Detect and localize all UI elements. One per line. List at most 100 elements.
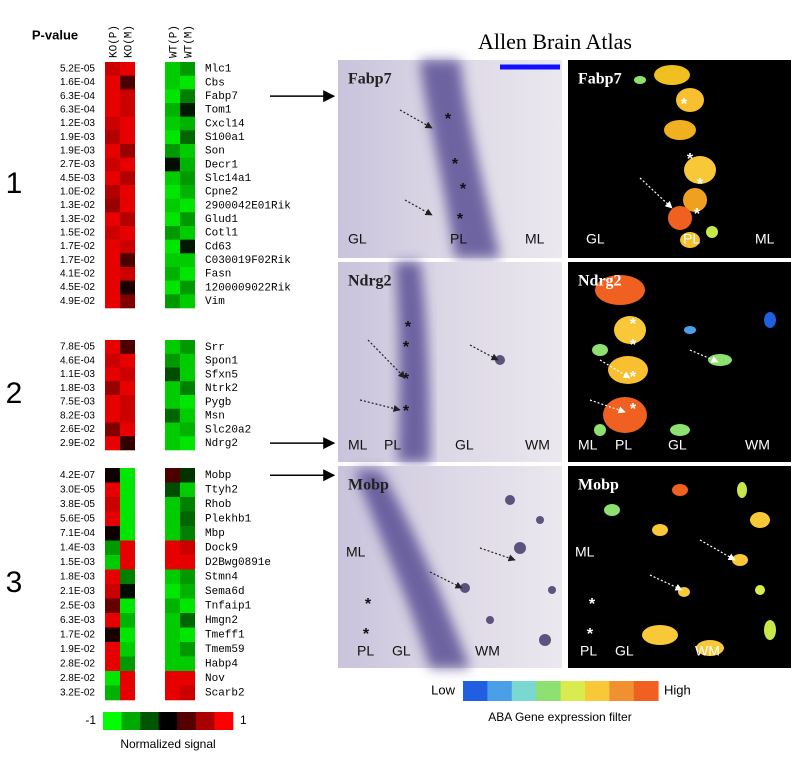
heatmap-cell: [120, 130, 135, 145]
expression-blob: [614, 316, 646, 344]
heatmap-cell: [105, 157, 120, 172]
heatmap-cell: [105, 555, 120, 570]
heatmap-cell: [165, 294, 180, 309]
expression-blob: [732, 554, 748, 566]
expression-blob: [683, 188, 707, 212]
layer-label: ML: [578, 437, 598, 453]
expression-blob: [608, 356, 648, 384]
p-value: 1.5E-03: [60, 557, 95, 568]
heatmap-cell: [120, 116, 135, 131]
stain-dot: [548, 586, 556, 594]
heatmap-cell: [165, 116, 180, 131]
heatmap-cell: [105, 468, 120, 483]
expression-blob: [642, 625, 678, 645]
filter-image: [568, 466, 791, 668]
ish-gene: Ndrg2: [348, 273, 392, 290]
p-value: 7.8E-05: [60, 342, 95, 353]
gene-name: Pygb: [205, 397, 231, 409]
expression-blob: [603, 397, 647, 433]
gene-name: Mobp: [205, 470, 231, 482]
gene-name: Dock9: [205, 543, 238, 555]
gene-name: Sema6d: [205, 586, 245, 598]
heatmap-cell: [105, 294, 120, 309]
heatmap-cell: [120, 171, 135, 186]
heatmap-cell: [180, 422, 195, 437]
gene-name: Msn: [205, 411, 225, 423]
filter-swatch: [487, 681, 513, 701]
gene-name: Nov: [205, 673, 225, 685]
stain-band: [420, 60, 500, 258]
heatmap-cell: [105, 656, 120, 672]
gene-name: Mlc1: [205, 64, 232, 76]
heatmap-cell: [120, 381, 135, 396]
dashed-arrow: [359, 399, 401, 412]
layer-label: WM: [695, 643, 720, 659]
gene-name: Sfxn5: [205, 369, 238, 381]
gene-name: Glud1: [205, 214, 238, 226]
heatmap-cell: [165, 367, 180, 382]
heatmap-cell: [165, 239, 180, 254]
heatmap-cell: [120, 408, 135, 423]
gene-name: Cpne2: [205, 187, 238, 199]
gene-name: S100a1: [205, 132, 245, 144]
expression-blob: [684, 156, 716, 184]
heatmap-cell: [165, 555, 180, 570]
heatmap-cell: [105, 422, 120, 437]
asterisk: *: [587, 626, 594, 643]
heatmap-cell: [165, 468, 180, 483]
heatmap-cell: [120, 62, 135, 76]
heatmap-cell: [120, 436, 135, 451]
legend-high: High: [664, 682, 691, 697]
heatmap-cell: [180, 482, 195, 498]
stain-dot: [536, 516, 544, 524]
legend-low: Low: [431, 682, 455, 697]
heatmap-cell: [105, 584, 120, 599]
dashed-arrow: [367, 339, 406, 379]
heatmap-cell: [180, 198, 195, 213]
heatmap-cell: [180, 569, 195, 585]
p-value: 7.5E-03: [60, 397, 95, 408]
heatmap-cell: [105, 526, 120, 541]
heatmap-cell: [105, 267, 120, 281]
asterisk: *: [403, 339, 410, 356]
heatmap-cell: [120, 395, 135, 410]
heatmap-cell: [105, 185, 120, 199]
gene-name: Cd63: [205, 241, 231, 253]
scale-title: Normalized signal: [120, 737, 215, 751]
heatmap-cell: [165, 212, 180, 227]
p-value: 6.3E-03: [60, 615, 95, 626]
layer-label: ML: [346, 544, 366, 560]
layer-label: PL: [580, 643, 597, 659]
heatmap-cell: [120, 89, 135, 104]
heatmap-cell: [180, 62, 195, 76]
heatmap-cell: [180, 555, 195, 570]
heatmap-cell: [180, 89, 195, 104]
heatmap-cell: [105, 103, 120, 117]
layer-label: ML: [755, 231, 775, 247]
heatmap-cell: [180, 157, 195, 172]
heatmap-cell: [180, 497, 195, 512]
heatmap-cell: [120, 75, 135, 90]
stain-dot: [514, 542, 526, 554]
heatmap-cell: [165, 656, 180, 672]
gene-name: 1200009022Rik: [205, 282, 291, 294]
p-value: 8.2E-03: [60, 410, 95, 421]
heatmap-cell: [165, 103, 180, 117]
heatmap-cell: [105, 253, 120, 268]
gene-name: Stmn4: [205, 572, 238, 584]
expression-blob: [604, 504, 620, 516]
heatmap-cell: [180, 253, 195, 268]
expression-blob: [755, 585, 765, 595]
layer-label: PL: [357, 643, 374, 659]
gene-name: Rhob: [205, 499, 231, 511]
scale-min: -1: [85, 713, 96, 727]
expression-blob: [676, 88, 704, 112]
heatmap-cell: [180, 185, 195, 199]
asterisk: *: [630, 337, 637, 354]
gene-name: Scarb2: [205, 688, 245, 700]
heatmap-cell: [165, 408, 180, 423]
heatmap-cell: [180, 212, 195, 227]
heatmap-cell: [180, 598, 195, 614]
heatmap-cell: [120, 627, 135, 643]
layer-label: PL: [615, 437, 632, 453]
